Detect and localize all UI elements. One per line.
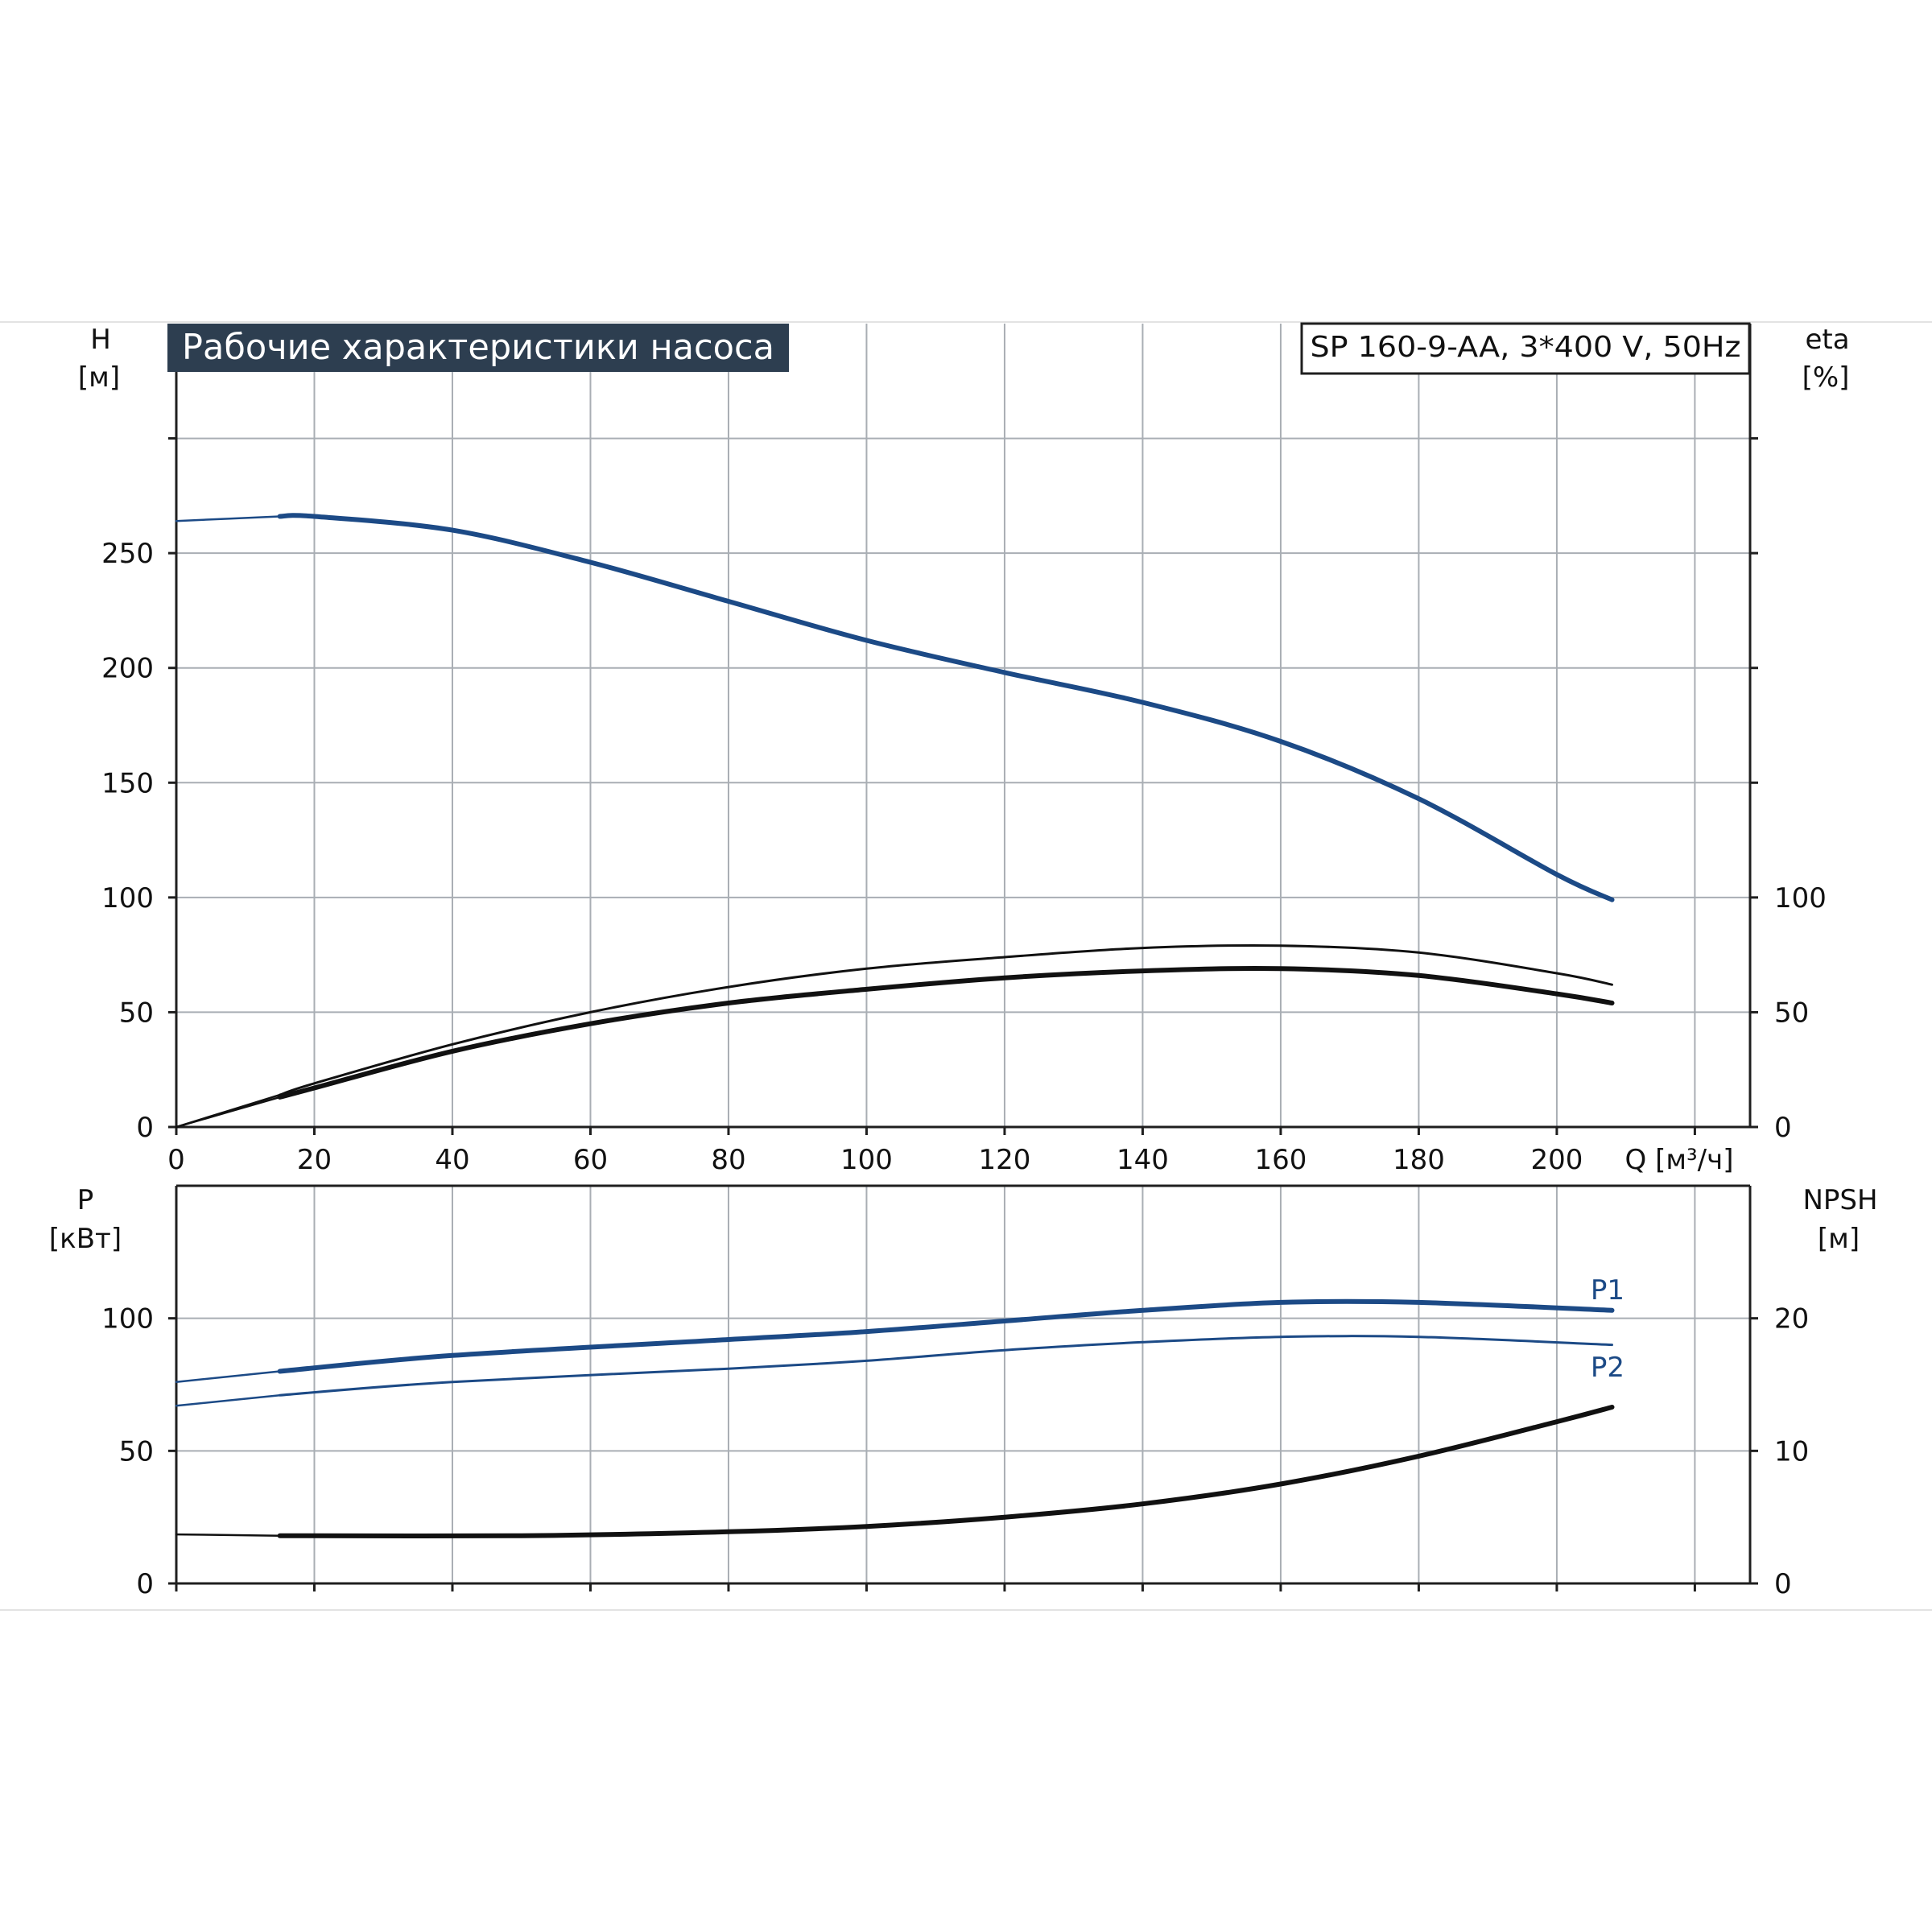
h-axis-symbol: H [90,324,111,356]
chart-title: Рабочие характеристики насоса [182,327,774,368]
y-tick-label-left: 50 [119,997,154,1029]
y-tick-label-left: 200 [101,653,154,685]
y-tick-label-left: 100 [101,1303,154,1335]
bottom-curves [175,1298,1615,1539]
y-tick-label-left: 250 [101,538,154,570]
x-tick-label: 0 [167,1144,185,1176]
power-npsh-chart: 0 50 100 0 10 20 P [кВт] NPSH [м] P1 P2 [49,1184,1878,1600]
x-tick-label: 180 [1393,1144,1445,1176]
p2-series-label: P2 [1591,1352,1624,1384]
q-axis-label: Q [м³/ч] [1625,1144,1734,1176]
y-tick-label-right: 0 [1774,1568,1792,1600]
p-axis-unit: [кВт] [49,1223,122,1255]
y-tick-label-right: 20 [1774,1303,1809,1335]
y-tick-label-left: 100 [101,882,154,914]
curve-eta-thick [277,966,1615,1100]
y-tick-label-left: 50 [119,1435,154,1468]
title-box [167,324,789,372]
x-tick-label: 80 [711,1144,745,1176]
y-tick-label-left: 150 [101,767,154,799]
x-tick-label: 40 [435,1144,469,1176]
eta-axis-symbol: eta [1805,324,1849,356]
top-tick-labels: 0 50 100 150 200 250 0 50 100 0 20 40 60 80 100 120 140 1… [101,538,1827,1176]
y-tick-label-left: 0 [136,1112,154,1144]
y-tick-label-left: 0 [136,1568,154,1600]
p1-series-label: P1 [1591,1274,1624,1307]
x-tick-label: 100 [840,1144,893,1176]
y-tick-label-right: 50 [1774,997,1809,1029]
x-tick-label: 60 [573,1144,608,1176]
top-axes [168,324,1758,1135]
curve-eta-thick-lead-in [175,1096,281,1129]
x-tick-label: 120 [978,1144,1030,1176]
bottom-tick-labels: 0 50 100 0 10 20 [101,1303,1809,1600]
curve-p1-lead-in [175,1370,281,1383]
curve-p2 [279,1335,1613,1397]
curve-p2-lead-in [175,1393,281,1407]
x-tick-label: 160 [1254,1144,1307,1176]
x-tick-label: 140 [1117,1144,1169,1176]
curve-p1 [277,1298,1615,1374]
y-tick-label-right: 10 [1774,1435,1809,1468]
y-tick-label-right: 0 [1774,1112,1792,1144]
x-tick-label: 20 [297,1144,332,1176]
top-grid [176,324,1750,1127]
head-efficiency-chart: 0 50 100 150 200 250 0 50 100 0 20 40 60 80 100 120 140 1… [78,322,1850,1176]
pump-model: SP 160-9-AA, 3*400 V, 50Hz [1311,331,1741,364]
bottom-grid [176,1186,1750,1583]
model-box [1300,322,1751,375]
curve-npsh-lead-in [175,1533,281,1537]
figure-frame [0,321,1932,1611]
p-axis-symbol: P [77,1184,94,1216]
curve-h [277,513,1615,902]
curve-eta-thin [279,943,1613,1096]
npsh-axis-symbol: NPSH [1802,1184,1877,1216]
eta-axis-unit: [%] [1802,361,1850,394]
bottom-axes [168,1184,1758,1591]
curve-h-lead-in [175,515,281,522]
curve-npsh [277,1405,1615,1539]
top-curves [175,513,1615,1129]
npsh-axis-unit: [м] [1818,1223,1860,1255]
x-tick-label: 200 [1530,1144,1583,1176]
h-axis-unit: [м] [78,361,120,394]
y-tick-label-right: 100 [1774,882,1827,914]
